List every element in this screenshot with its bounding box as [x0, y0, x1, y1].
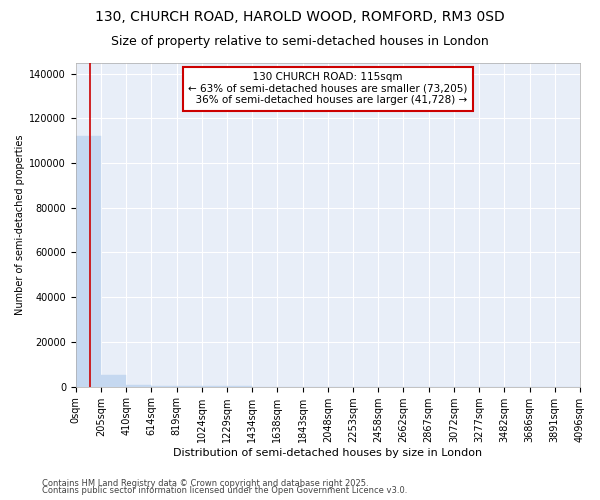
- X-axis label: Distribution of semi-detached houses by size in London: Distribution of semi-detached houses by …: [173, 448, 482, 458]
- Y-axis label: Number of semi-detached properties: Number of semi-detached properties: [15, 134, 25, 315]
- Text: Contains public sector information licensed under the Open Government Licence v3: Contains public sector information licen…: [42, 486, 407, 495]
- Bar: [101, 376, 126, 386]
- Text: 130, CHURCH ROAD, HAROLD WOOD, ROMFORD, RM3 0SD: 130, CHURCH ROAD, HAROLD WOOD, ROMFORD, …: [95, 10, 505, 24]
- Bar: [126, 385, 151, 386]
- Bar: [76, 136, 101, 386]
- Text: Contains HM Land Registry data © Crown copyright and database right 2025.: Contains HM Land Registry data © Crown c…: [42, 478, 368, 488]
- Text: Size of property relative to semi-detached houses in London: Size of property relative to semi-detach…: [111, 35, 489, 48]
- Text: 130 CHURCH ROAD: 115sqm  
← 63% of semi-detached houses are smaller (73,205)
  3: 130 CHURCH ROAD: 115sqm ← 63% of semi-de…: [188, 72, 467, 106]
